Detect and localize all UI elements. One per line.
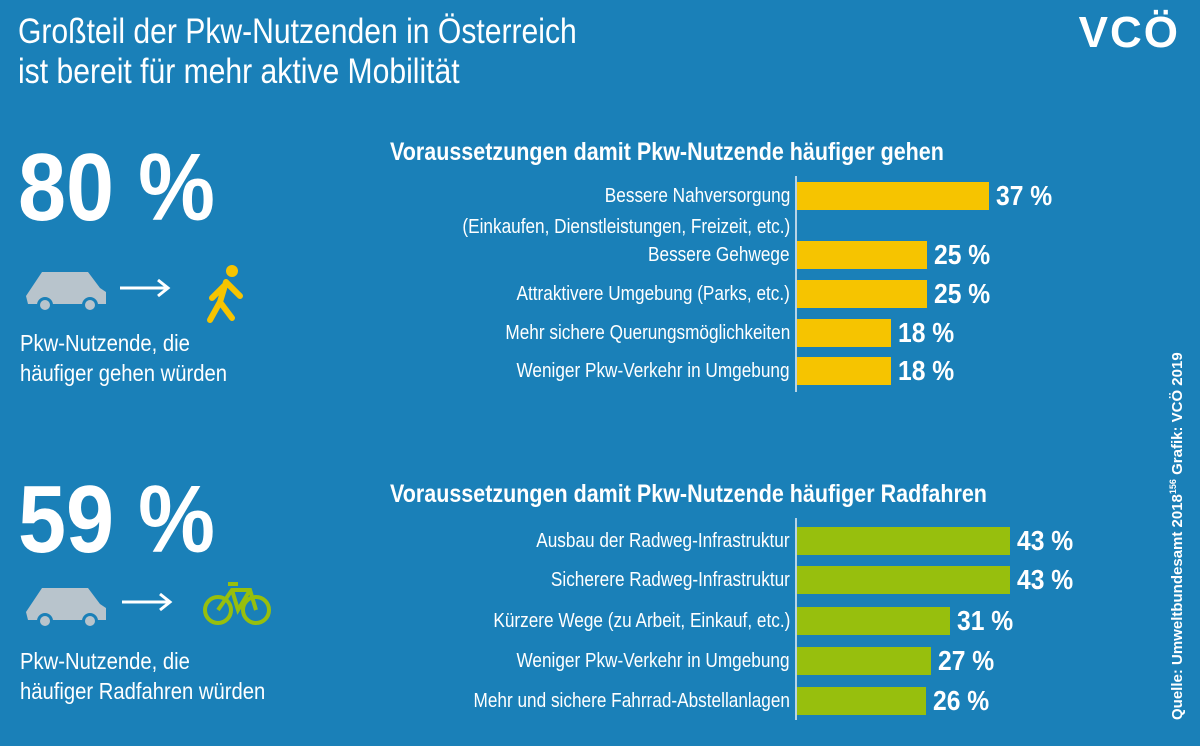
bar (797, 280, 927, 308)
category-label: Bessere Gehwege (648, 243, 790, 266)
icons (26, 265, 271, 629)
car-icon (26, 272, 106, 313)
bar (797, 182, 990, 210)
bar (797, 607, 951, 635)
value-label: 18 % (897, 317, 954, 348)
bar (797, 241, 927, 269)
category-label: Mehr und sichere Fahrrad-Abstellanlagen (473, 689, 790, 712)
category-label: Weniger Pkw-Verkehr in Umgebung (516, 359, 790, 382)
value-label: 25 % (934, 239, 991, 270)
credit: Grafik: VCÖ 2019 (1169, 352, 1186, 475)
walker-icon (207, 265, 243, 323)
stat-caption: Pkw-Nutzende, die häufiger Radfahren wür… (20, 648, 266, 704)
bar (797, 687, 926, 715)
logo: VCÖ (1078, 8, 1180, 57)
chart-title: Voraussetzungen damit Pkw-Nutzende häufi… (390, 480, 987, 508)
axis-line (795, 518, 797, 720)
bar (797, 647, 931, 675)
bar (797, 566, 1010, 594)
stat-value: 80 % (18, 134, 215, 241)
category-label: Bessere Nahversorgung (Einkaufen, Dienst… (462, 184, 790, 238)
value-label: 25 % (934, 278, 991, 309)
category-label: Weniger Pkw-Verkehr in Umgebung (516, 649, 790, 672)
value-label: 26 % (932, 685, 989, 716)
value-label: 37 % (996, 180, 1053, 211)
value-label: 27 % (937, 645, 994, 676)
value-label: 43 % (1016, 564, 1074, 595)
category-label: Attraktivere Umgebung (Parks, etc.) (516, 282, 790, 305)
arrow (122, 592, 173, 612)
category-label: Sicherere Radweg-Infrastruktur (551, 568, 790, 591)
bike-icon (203, 582, 271, 625)
arrow (120, 278, 171, 298)
axis-line (795, 176, 797, 392)
value-label: 31 % (957, 605, 1014, 636)
source-ref: 156 (1168, 479, 1178, 495)
category-label: Mehr sichere Querungsmöglichkeiten (505, 321, 790, 344)
category-label: Ausbau der Radweg-Infrastruktur (536, 529, 790, 552)
category-label: Kürzere Wege (zu Arbeit, Einkauf, etc.) (493, 609, 790, 632)
bar (797, 357, 891, 385)
source: Quelle: Umweltbundesamt 2018156 Grafik: … (1168, 352, 1186, 720)
car-icon (26, 588, 106, 629)
chart-title: Voraussetzungen damit Pkw-Nutzende häufi… (390, 138, 944, 166)
bar (797, 319, 891, 347)
bar (797, 527, 1010, 555)
stat-value: 59 % (18, 466, 215, 573)
value-label: 18 % (897, 355, 954, 386)
stat-caption: Pkw-Nutzende, die häufiger gehen würden (20, 330, 228, 386)
title: Großteil der Pkw-Nutzenden in Österreich… (18, 12, 577, 91)
source-text: Quelle: Umweltbundesamt 2018 (1169, 494, 1186, 720)
value-label: 43 % (1016, 525, 1074, 556)
